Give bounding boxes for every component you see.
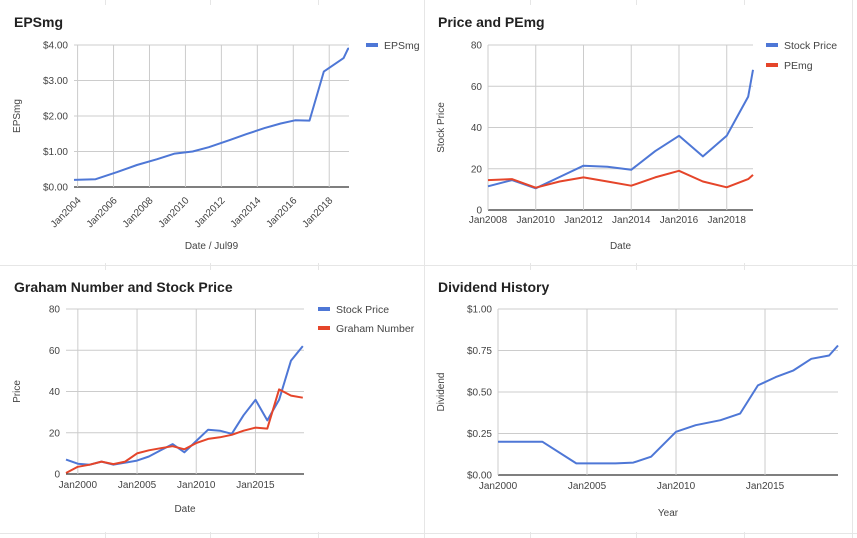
legend-label: PEmg [784,60,813,72]
series-line-pemg [487,169,754,189]
x-tick-label: Jan2010 [517,215,556,226]
sheet-gridline [105,0,106,538]
graham-number-chart: Graham Number and Stock Price 0 20 40 60 80 Ja… [12,279,415,515]
y-tick-label: $0.50 [467,388,492,399]
x-tick-label: Jan2008 [121,195,156,230]
y-tick-label: 20 [49,428,61,439]
x-axis-title: Year [658,508,679,519]
sheet-gridline [636,0,637,538]
x-tick-label: Jan2005 [568,481,607,492]
x-tick-label: Jan2015 [236,480,275,491]
y-tick-label: 20 [471,164,483,175]
legend-label: Graham Number [336,323,415,335]
x-tick-label: Jan2010 [157,195,192,230]
x-tick-label: Jan2016 [264,195,299,230]
series-line-epsmg [73,47,350,181]
chart-panel-price-pemg[interactable]: Price and PEmg 0 20 40 60 80 Jan2008 Jan2010 Jan… [428,5,852,263]
x-tick-label: Jan2014 [229,195,264,230]
legend-label: Stock Price [784,40,837,52]
x-tick-label: Jan2016 [660,215,699,226]
y-tick-label: 80 [471,41,483,52]
x-tick-label: Jan2006 [85,195,120,230]
x-tick-label: Jan2005 [118,480,157,491]
sheet-gridline [210,0,211,538]
y-tick-label: $3.00 [43,76,68,87]
price-pemg-chart: Price and PEmg 0 20 40 60 80 Jan2008 Jan2010 Jan… [436,14,837,252]
y-tick-label: $0.00 [467,471,492,482]
sheet-gridline [744,0,745,538]
y-tick-label: 40 [471,123,483,134]
y-tick-label: $1.00 [43,147,68,158]
y-tick-label: $4.00 [43,41,68,52]
sheet-gridline [530,0,531,538]
x-tick-label: Jan2018 [300,195,335,230]
chart-title: Graham Number and Stock Price [14,279,233,295]
x-tick-label: Jan2000 [479,481,518,492]
sheet-gridline [318,0,319,538]
series-line-stock-price [487,69,754,190]
sheet-gridline [852,0,853,538]
x-axis-title: Date / Jul99 [185,241,239,252]
sheet-gridline [424,0,425,538]
series-line-stock-price [65,345,304,466]
y-tick-label: $1.00 [467,305,492,316]
x-tick-label: Jan2004 [49,195,84,230]
chart-panel-epsmg[interactable]: EPSmg $0.00 $1.00 $2.00 $3.00 $4.00 Jan2004 Jan… [4,5,424,263]
x-axis-title: Date [174,504,196,515]
x-tick-label: Jan2010 [177,480,216,491]
sheet-gridline [0,533,857,534]
chart-title: EPSmg [14,14,63,30]
y-axis-title: Dividend [436,373,447,412]
y-axis-title: Stock Price [436,102,447,153]
x-tick-label: Jan2000 [59,480,98,491]
y-tick-label: 60 [49,346,61,357]
y-axis-title: Price [12,380,23,403]
x-tick-label: Jan2018 [708,215,747,226]
y-tick-label: $0.00 [43,183,68,194]
chart-panel-dividend[interactable]: Dividend History $0.00 $0.25 $0.50 $0.75 $1.0… [428,270,852,532]
sheet-gridline [0,265,857,266]
y-tick-label: $0.75 [467,346,492,357]
y-tick-label: 0 [476,206,482,217]
x-tick-label: Jan2015 [746,481,785,492]
x-tick-label: Jan2010 [657,481,696,492]
x-tick-label: Jan2008 [469,215,508,226]
x-tick-label: Jan2012 [193,195,228,230]
chart-title: Dividend History [438,279,549,295]
chart-panel-graham[interactable]: Graham Number and Stock Price 0 20 40 60 80 Ja… [4,270,424,532]
chart-title: Price and PEmg [438,14,545,30]
x-tick-label: Jan2012 [564,215,603,226]
y-tick-label: 0 [54,470,60,481]
y-tick-label: 80 [49,305,61,316]
series-line-graham-number [65,388,303,474]
legend-label: Stock Price [336,304,389,316]
y-tick-label: 40 [49,387,61,398]
dividend-history-chart: Dividend History $0.00 $0.25 $0.50 $0.75 $1.0… [436,279,839,519]
series-line-dividend [498,344,839,465]
y-tick-label: $0.25 [467,429,492,440]
y-tick-label: $2.00 [43,112,68,123]
legend-label: EPSmg [384,40,420,52]
x-tick-label: Jan2014 [612,215,651,226]
y-tick-label: 60 [471,82,483,93]
y-axis-title: EPSmg [12,99,23,133]
x-axis-title: Date [610,241,632,252]
